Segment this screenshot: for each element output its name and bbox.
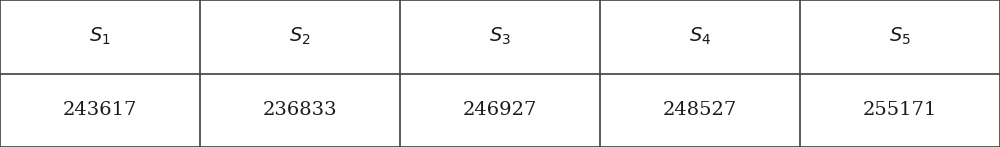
Text: $S_5$: $S_5$: [889, 26, 911, 47]
Text: 255171: 255171: [863, 101, 937, 119]
Text: $S_2$: $S_2$: [289, 26, 311, 47]
Text: 248527: 248527: [663, 101, 737, 119]
Text: $S_1$: $S_1$: [89, 26, 111, 47]
Text: 236833: 236833: [263, 101, 337, 119]
Text: 243617: 243617: [63, 101, 137, 119]
Text: $S_4$: $S_4$: [689, 26, 711, 47]
Text: 246927: 246927: [463, 101, 537, 119]
Text: $S_3$: $S_3$: [489, 26, 511, 47]
